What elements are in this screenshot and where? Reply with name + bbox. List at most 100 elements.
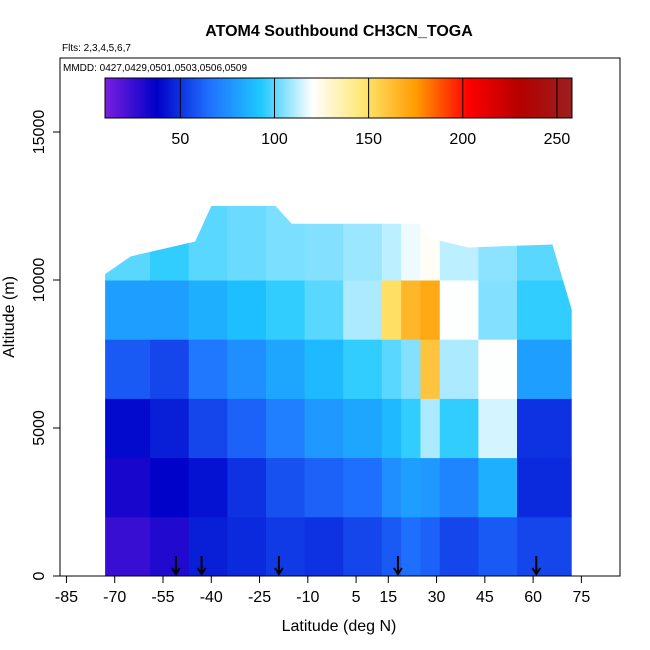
heatmap-cell bbox=[343, 398, 383, 459]
heatmap-cell bbox=[150, 516, 190, 576]
heatmap-cell bbox=[439, 206, 479, 281]
heatmap-cell bbox=[265, 398, 306, 459]
heatmap-cell bbox=[105, 516, 151, 576]
heatmap-cell bbox=[105, 457, 151, 518]
x-tick-label: 75 bbox=[572, 589, 590, 606]
heatmap-cell bbox=[439, 516, 479, 576]
colorbar-tick-label: 100 bbox=[261, 131, 288, 148]
heatmap-cell bbox=[478, 398, 518, 459]
y-tick-label: 10000 bbox=[31, 258, 48, 303]
colorbar-tick-label: 50 bbox=[171, 131, 189, 148]
heatmap-cell bbox=[343, 339, 383, 399]
y-axis-label: Altitude (m) bbox=[1, 276, 18, 358]
heatmap-cell bbox=[188, 398, 228, 459]
heatmap-cell bbox=[478, 339, 518, 399]
heatmap-cell bbox=[343, 206, 383, 281]
heatmap-cell bbox=[188, 516, 228, 576]
heatmap-cell bbox=[304, 339, 344, 399]
chart-title: ATOM4 Southbound CH3CN_TOGA bbox=[205, 23, 473, 40]
heatmap-cell bbox=[401, 398, 421, 459]
colorbar-tick-label: 150 bbox=[355, 131, 382, 148]
colorbar-ticks: 50 100 150 200 250 bbox=[171, 78, 570, 148]
colorbar-tick-label: 200 bbox=[449, 131, 476, 148]
heatmap-cell bbox=[188, 280, 228, 340]
heatmap-cell bbox=[150, 339, 190, 399]
x-tick-label: -40 bbox=[200, 589, 223, 606]
y-tick-label: 15000 bbox=[31, 110, 48, 155]
heatmap-cell bbox=[420, 280, 441, 340]
y-tick-label: 5000 bbox=[31, 410, 48, 446]
heatmap-cell bbox=[381, 280, 402, 340]
heatmap-cell bbox=[401, 516, 421, 576]
heatmap-cell bbox=[265, 457, 306, 518]
y-tick-label: 0 bbox=[31, 571, 48, 580]
x-tick-label: -25 bbox=[248, 589, 271, 606]
heatmap-cell bbox=[105, 206, 151, 281]
heatmap-cell bbox=[420, 339, 441, 399]
heatmap-cell bbox=[188, 206, 228, 281]
profile-marker-head bbox=[274, 567, 284, 576]
heatmap-cell bbox=[105, 398, 151, 459]
x-axis-label: Latitude (deg N) bbox=[282, 618, 397, 635]
x-tick-label: 30 bbox=[428, 589, 446, 606]
heatmap-cell bbox=[265, 516, 306, 576]
heatmap-cell bbox=[517, 339, 572, 399]
heatmap-cell bbox=[188, 339, 228, 399]
x-tick-label: 45 bbox=[476, 589, 494, 606]
profile-markers bbox=[171, 556, 542, 576]
heatmap-cell bbox=[381, 206, 402, 281]
heatmap-cell bbox=[420, 398, 441, 459]
heatmap-cell bbox=[188, 457, 228, 518]
heatmap-cell bbox=[420, 457, 441, 518]
x-tick-label: 15 bbox=[379, 589, 397, 606]
heatmap-cell bbox=[265, 339, 306, 399]
heatmap-cell bbox=[265, 280, 306, 340]
heatmap-cell bbox=[150, 398, 190, 459]
heatmap-cell bbox=[150, 206, 190, 281]
heatmap-cell bbox=[439, 339, 479, 399]
heatmap-cell bbox=[420, 206, 441, 281]
x-tick-label: -10 bbox=[296, 589, 319, 606]
heatmap-cell bbox=[105, 339, 151, 399]
x-tick-label: -70 bbox=[103, 589, 126, 606]
heatmap-cell bbox=[227, 398, 267, 459]
heatmap-cell bbox=[227, 339, 267, 399]
profile-marker-head bbox=[171, 567, 181, 576]
heatmap-cell bbox=[439, 398, 479, 459]
heatmap-cells bbox=[105, 206, 572, 576]
y-axis: 0 5000 10000 15000 bbox=[31, 110, 60, 580]
heatmap-cell bbox=[227, 280, 267, 340]
heatmap-cell bbox=[420, 516, 441, 576]
profile-marker-head bbox=[196, 567, 207, 576]
plot-frame bbox=[59, 57, 621, 577]
heatmap-cell bbox=[343, 516, 383, 576]
flights-label: Flts: 2,3,4,5,6,7 bbox=[62, 43, 131, 54]
heatmap-cell bbox=[478, 280, 518, 340]
heatmap-cell bbox=[517, 280, 572, 340]
heatmap-cell bbox=[150, 457, 190, 518]
heatmap-cell bbox=[517, 516, 572, 576]
heatmap-cell bbox=[401, 280, 421, 340]
mmdd-label: MMDD: 0427,0429,0501,0503,0506,0509 bbox=[63, 63, 247, 74]
heatmap-cell bbox=[478, 206, 518, 281]
heatmap-cell bbox=[304, 280, 344, 340]
heatmap-cell bbox=[343, 280, 383, 340]
heatmap-cell bbox=[439, 457, 479, 518]
colorbar-tick-label: 250 bbox=[544, 131, 571, 148]
heatmap-cell bbox=[304, 206, 344, 281]
heatmap-cell bbox=[150, 280, 190, 340]
heatmap-cell bbox=[304, 457, 344, 518]
x-tick-label: 5 bbox=[352, 589, 361, 606]
heatmap-cell bbox=[227, 457, 267, 518]
x-tick-label: -55 bbox=[151, 589, 174, 606]
heatmap-cell bbox=[517, 457, 572, 518]
x-axis: -85 -70 -55 -40 -25 -10 5 15 30 45 60 75 bbox=[55, 576, 590, 606]
heatmap-cell bbox=[381, 339, 402, 399]
heatmap-cell bbox=[381, 398, 402, 459]
heatmap-cell bbox=[439, 280, 479, 340]
heatmap-cell bbox=[517, 398, 572, 459]
heatmap-cell bbox=[304, 516, 344, 576]
heatmap-cell bbox=[105, 280, 151, 340]
heatmap-cell bbox=[381, 516, 402, 576]
